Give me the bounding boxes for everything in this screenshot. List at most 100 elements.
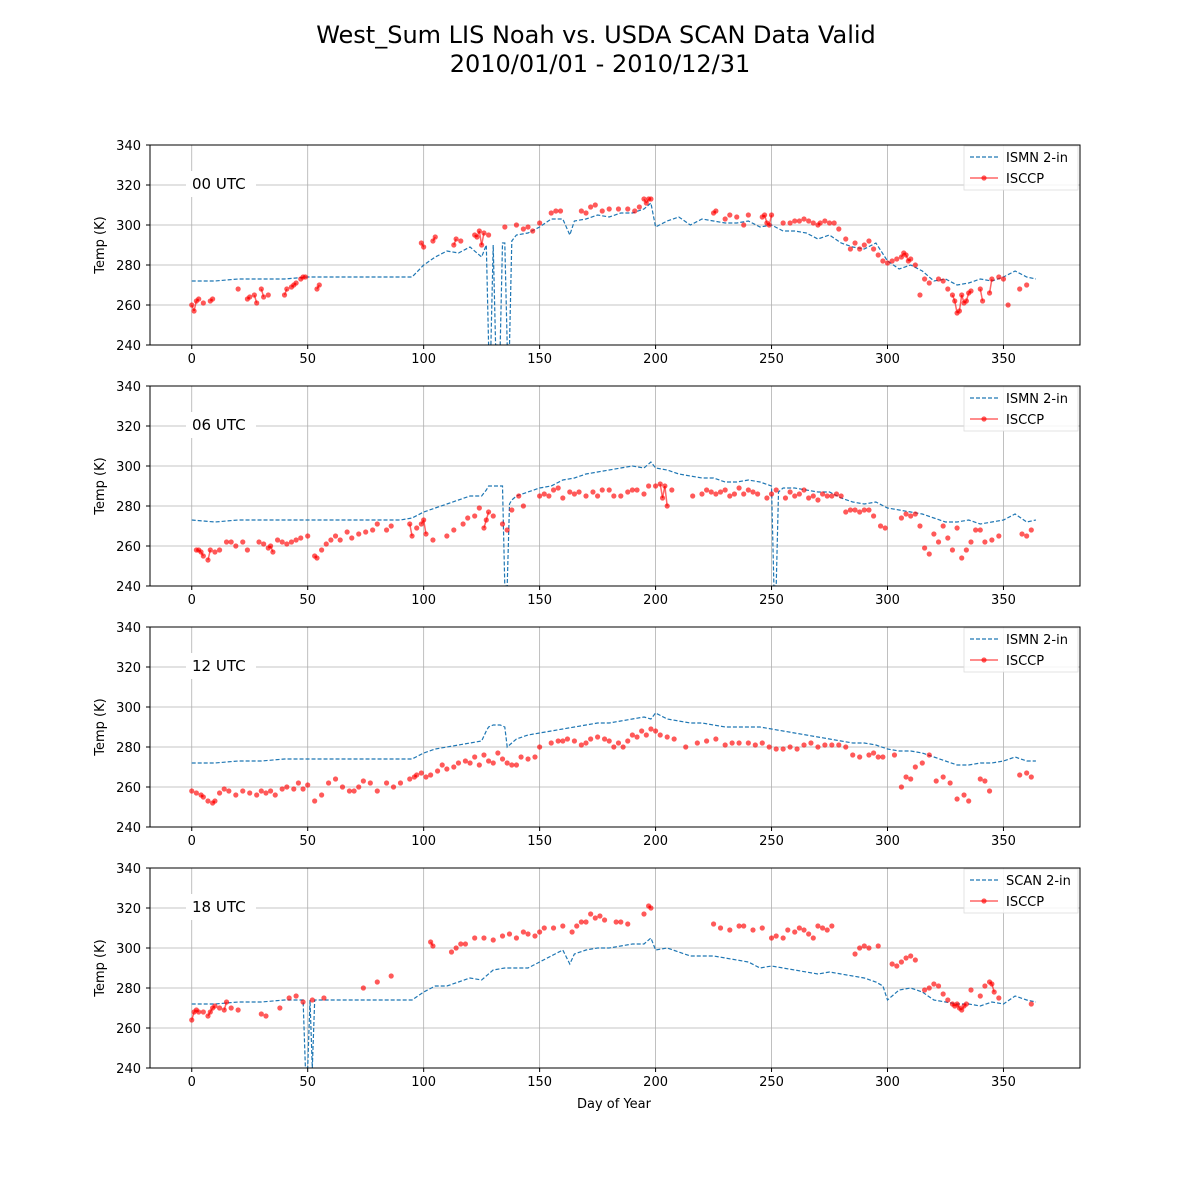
data-point — [601, 917, 608, 923]
data-point — [933, 778, 939, 784]
data-point — [504, 760, 510, 766]
data-point — [996, 274, 1002, 280]
data-point — [537, 493, 543, 499]
data-point — [940, 278, 946, 284]
data-point — [189, 302, 195, 308]
data-point — [919, 760, 925, 766]
data-point — [963, 298, 969, 304]
x-tick-label: 200 — [643, 352, 668, 367]
x-tick-label: 350 — [991, 593, 1016, 608]
data-point — [768, 212, 775, 218]
data-point — [537, 929, 543, 935]
data-point — [634, 487, 640, 493]
annotation-background — [186, 894, 256, 920]
data-point — [866, 752, 872, 758]
data-point — [228, 539, 234, 545]
data-point — [764, 495, 770, 501]
data-point — [652, 728, 659, 734]
data-point — [476, 762, 482, 768]
data-point — [284, 286, 290, 292]
data-point — [836, 742, 842, 748]
x-tick-label: 100 — [411, 352, 436, 367]
x-tick-label: 0 — [188, 1075, 196, 1090]
data-point — [713, 491, 719, 497]
data-point — [309, 997, 315, 1003]
data-point — [961, 792, 967, 798]
data-point — [360, 778, 366, 784]
data-point — [530, 228, 536, 234]
series-line-scan-2-in — [191, 936, 1037, 1068]
data-point — [1000, 276, 1007, 282]
data-point — [316, 282, 322, 288]
x-tick-label: 150 — [527, 834, 552, 849]
data-point — [444, 533, 450, 539]
data-point — [750, 489, 756, 495]
y-tick-label: 340 — [116, 862, 141, 877]
data-point — [991, 989, 997, 995]
legend: ISMN 2-in ISCCP — [963, 145, 1079, 191]
data-point — [240, 539, 246, 545]
data-point — [235, 1007, 241, 1013]
data-point — [662, 483, 668, 489]
y-axis-label: Temp (K) — [93, 698, 108, 756]
data-point — [374, 521, 380, 527]
legend-swatch-marker — [981, 175, 987, 181]
data-point — [870, 513, 877, 519]
x-tick-label: 250 — [759, 834, 784, 849]
data-point — [210, 296, 216, 302]
data-point — [618, 493, 624, 499]
data-point — [1024, 533, 1030, 539]
x-axis-label: Day of Year — [577, 1097, 652, 1112]
data-point — [323, 541, 329, 547]
data-point — [346, 788, 353, 794]
data-point — [499, 521, 506, 527]
data-point — [954, 525, 960, 531]
data-point — [861, 242, 867, 248]
y-tick-label: 280 — [116, 982, 141, 997]
data-point — [314, 286, 320, 292]
data-point — [472, 935, 478, 941]
data-point — [321, 995, 327, 1001]
x-tick-label: 50 — [299, 1075, 316, 1090]
data-point — [472, 513, 478, 519]
x-tick-label: 350 — [991, 1075, 1016, 1090]
data-point — [722, 487, 728, 493]
data-point — [578, 919, 584, 925]
data-point — [646, 483, 652, 489]
data-point — [383, 527, 390, 533]
data-point — [418, 521, 424, 527]
panel-annotation: 12 UTC — [186, 653, 256, 679]
data-point — [541, 925, 547, 931]
legend-swatch-marker — [981, 657, 987, 663]
data-point — [499, 756, 506, 762]
data-point — [801, 216, 807, 222]
data-point — [267, 543, 274, 549]
axes-frame — [149, 626, 1081, 828]
data-point — [513, 762, 520, 768]
data-point — [560, 923, 566, 929]
data-point — [312, 798, 318, 804]
chart-panel-2: 0 50 100 150 200 250 300 350 240 260 280 300 320 340 T… — [93, 621, 1081, 849]
x-tick-label: 50 — [299, 834, 316, 849]
data-point — [200, 794, 206, 800]
data-point — [578, 208, 584, 214]
data-point — [223, 999, 230, 1005]
data-point — [423, 774, 429, 780]
data-point — [831, 220, 837, 226]
data-point — [912, 262, 918, 268]
data-point — [451, 242, 457, 248]
data-point — [949, 547, 956, 553]
data-point — [843, 236, 849, 242]
x-tick-label: 200 — [643, 834, 668, 849]
data-point — [870, 750, 877, 756]
data-point — [546, 493, 552, 499]
data-point — [293, 537, 299, 543]
data-point — [982, 539, 988, 545]
data-point — [244, 547, 251, 553]
data-point — [796, 491, 802, 497]
data-point — [460, 521, 466, 527]
data-point — [768, 491, 775, 497]
data-point — [722, 742, 728, 748]
data-point — [212, 1003, 218, 1009]
data-point — [741, 923, 747, 929]
